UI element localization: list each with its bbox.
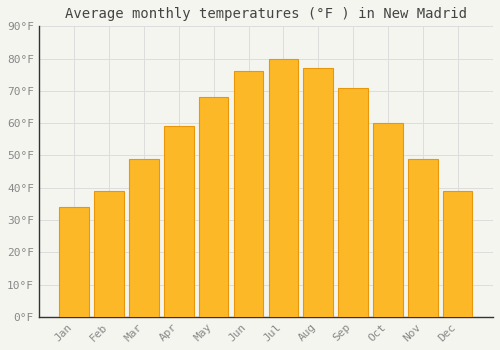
Bar xyxy=(373,123,402,317)
Bar xyxy=(199,97,228,317)
Bar xyxy=(443,191,472,317)
Bar xyxy=(94,191,124,317)
Bar xyxy=(304,68,333,317)
Bar xyxy=(60,207,89,317)
Bar xyxy=(129,159,159,317)
Bar xyxy=(268,58,298,317)
Bar xyxy=(164,126,194,317)
Bar xyxy=(408,159,438,317)
Title: Average monthly temperatures (°F ) in New Madrid: Average monthly temperatures (°F ) in Ne… xyxy=(65,7,467,21)
Bar xyxy=(234,71,264,317)
Bar xyxy=(338,88,368,317)
